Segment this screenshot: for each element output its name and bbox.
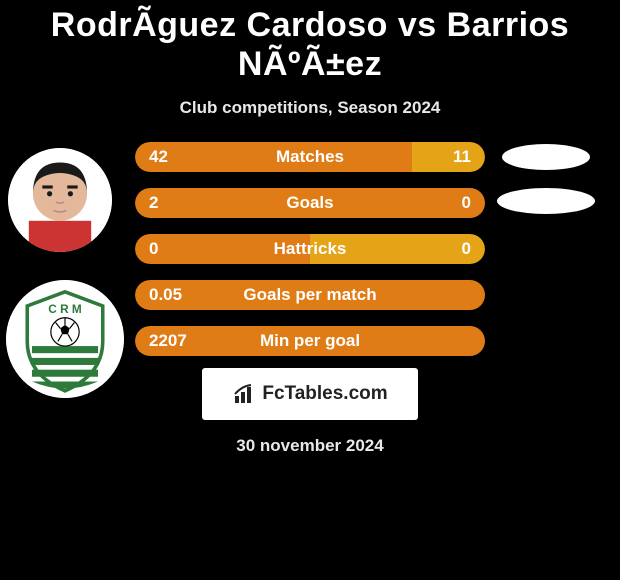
stat-value-right: 0 xyxy=(462,188,471,218)
stat-value-right: 0 xyxy=(462,234,471,264)
stat-row: Goals per match0.05 xyxy=(135,280,485,310)
club-crest-icon: C R M xyxy=(6,280,124,398)
side-blobs xyxy=(496,142,595,370)
avatars-column: C R M xyxy=(8,148,124,398)
stat-value-left: 42 xyxy=(149,142,168,172)
stat-bars: Matches4211Goals20Hattricks00Goals per m… xyxy=(135,142,485,372)
club-badge: C R M xyxy=(6,280,124,398)
stat-row: Hattricks0 0 xyxy=(135,234,485,264)
stat-row: Matches42 11 xyxy=(135,142,485,172)
player-face-icon xyxy=(8,148,112,252)
stat-value-left: 0 xyxy=(149,234,158,264)
stat-label: Matches xyxy=(135,142,485,172)
side-blob xyxy=(497,188,595,214)
stat-row: Goals2 0 xyxy=(135,188,485,218)
stat-value-left: 0.05 xyxy=(149,280,182,310)
player-avatar xyxy=(8,148,112,252)
side-blob xyxy=(502,144,590,170)
stat-label: Min per goal xyxy=(135,326,485,356)
page-title: RodrÃ­guez Cardoso vs Barrios NÃºÃ±ez xyxy=(0,0,620,84)
page-subtitle: Club competitions, Season 2024 xyxy=(0,98,620,118)
stat-row: Min per goal2207 xyxy=(135,326,485,356)
barchart-icon xyxy=(232,382,256,406)
stat-value-right: 11 xyxy=(453,142,471,172)
fctables-logo: FcTables.com xyxy=(202,368,418,420)
stat-label: Goals xyxy=(135,188,485,218)
stat-value-left: 2207 xyxy=(149,326,187,356)
stat-value-left: 2 xyxy=(149,188,158,218)
svg-text:C R M: C R M xyxy=(48,303,82,316)
stat-label: Hattricks xyxy=(135,234,485,264)
logo-text: FcTables.com xyxy=(262,383,387,405)
date-text: 30 november 2024 xyxy=(0,436,620,456)
stat-label: Goals per match xyxy=(135,280,485,310)
